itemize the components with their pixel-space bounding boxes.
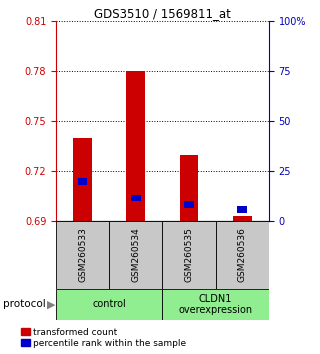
Bar <box>184 201 194 208</box>
Text: protocol: protocol <box>3 299 46 309</box>
Bar <box>237 206 247 213</box>
Text: GSM260533: GSM260533 <box>78 227 87 282</box>
Bar <box>56 289 163 320</box>
Text: ▶: ▶ <box>47 299 56 309</box>
Title: GDS3510 / 1569811_at: GDS3510 / 1569811_at <box>94 7 231 20</box>
Legend: transformed count, percentile rank within the sample: transformed count, percentile rank withi… <box>20 327 187 349</box>
Text: GSM260535: GSM260535 <box>185 227 194 282</box>
Text: GSM260534: GSM260534 <box>131 228 140 282</box>
Bar <box>163 221 216 289</box>
Bar <box>163 289 269 320</box>
Bar <box>78 178 87 184</box>
Bar <box>56 221 109 289</box>
Text: CLDN1
overexpression: CLDN1 overexpression <box>179 293 253 315</box>
Text: GSM260536: GSM260536 <box>238 227 247 282</box>
Text: control: control <box>92 299 126 309</box>
Bar <box>180 155 198 221</box>
Bar <box>73 138 92 221</box>
Bar <box>216 221 269 289</box>
Bar <box>233 216 252 221</box>
Bar <box>109 221 162 289</box>
Bar <box>131 195 140 201</box>
Bar <box>126 71 145 221</box>
